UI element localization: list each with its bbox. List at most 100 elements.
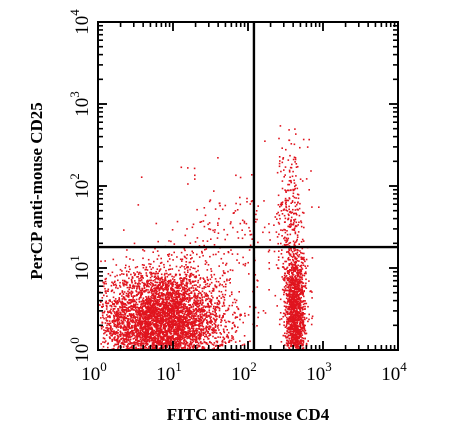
data-point-pop-0 bbox=[135, 310, 137, 312]
data-point-pop-0 bbox=[191, 335, 194, 337]
data-point-pop-0 bbox=[179, 266, 182, 269]
data-point-pop-0 bbox=[193, 292, 196, 294]
data-point-pop-0 bbox=[173, 292, 175, 295]
data-point-pop-0 bbox=[171, 327, 174, 329]
data-point-pop-0 bbox=[222, 262, 224, 264]
data-point-pop-0 bbox=[114, 332, 116, 334]
data-point-pop-0 bbox=[173, 324, 176, 326]
data-point-pop-0 bbox=[219, 332, 221, 334]
data-point-pop-0 bbox=[173, 332, 175, 334]
data-point-pop-0 bbox=[198, 337, 200, 339]
data-point-pop-0 bbox=[157, 327, 160, 330]
data-point-pop-0 bbox=[160, 325, 163, 328]
data-point-pop-0 bbox=[215, 332, 218, 334]
data-point-pop-0 bbox=[213, 342, 216, 344]
data-point-pop-0 bbox=[174, 324, 177, 326]
data-point-pop-0 bbox=[110, 290, 113, 293]
data-point-pop-0 bbox=[133, 316, 136, 319]
data-point-pop-0 bbox=[120, 325, 122, 327]
data-point-pop-0 bbox=[181, 286, 184, 288]
data-point-pop-0 bbox=[176, 302, 179, 305]
data-point-pop-0 bbox=[192, 267, 194, 269]
data-point-pop-0 bbox=[141, 306, 144, 308]
data-point-pop-0 bbox=[208, 325, 210, 328]
data-point-pop-0 bbox=[124, 333, 126, 336]
data-point-pop-1 bbox=[293, 254, 295, 257]
data-point-pop-0 bbox=[184, 334, 186, 336]
data-point-pop-0 bbox=[110, 311, 112, 314]
data-point-pop-0 bbox=[166, 314, 169, 317]
data-point-pop-0 bbox=[154, 299, 157, 302]
data-point-pop-0 bbox=[111, 330, 114, 333]
data-point-pop-0 bbox=[182, 343, 185, 345]
data-point-pop-0 bbox=[146, 308, 148, 310]
data-point-pop-0 bbox=[182, 321, 185, 324]
data-point-pop-0 bbox=[179, 336, 181, 338]
data-point-pop-0 bbox=[169, 302, 172, 305]
data-point-pop-0 bbox=[160, 298, 163, 300]
data-point-pop-0 bbox=[183, 324, 185, 326]
data-point-pop-0 bbox=[142, 266, 145, 269]
data-point-pop-0 bbox=[223, 296, 226, 299]
data-point-pop-0 bbox=[172, 308, 175, 310]
data-point-pop-0 bbox=[149, 321, 151, 324]
data-point-pop-0 bbox=[146, 269, 149, 271]
data-point-pop-0 bbox=[138, 300, 141, 303]
data-point-pop-0 bbox=[180, 283, 183, 285]
data-point-pop-0 bbox=[184, 295, 186, 297]
data-point-pop-0 bbox=[175, 338, 177, 341]
data-point-pop-0 bbox=[113, 307, 116, 310]
data-point-pop-0 bbox=[170, 333, 173, 335]
data-point-pop-0 bbox=[148, 315, 150, 317]
data-point-pop-0 bbox=[150, 271, 153, 274]
data-point-pop-0 bbox=[147, 307, 149, 309]
data-point-pop-0 bbox=[123, 279, 126, 282]
data-point-pop-0 bbox=[223, 330, 225, 332]
data-point-pop-0 bbox=[141, 290, 143, 292]
data-point-pop-0 bbox=[210, 322, 212, 324]
data-point-pop-0 bbox=[167, 260, 169, 263]
data-point-pop-0 bbox=[176, 338, 179, 340]
data-point-pop-0 bbox=[195, 302, 198, 305]
data-point-pop-0 bbox=[107, 311, 109, 314]
data-point-pop-0 bbox=[165, 312, 167, 314]
data-point-pop-0 bbox=[142, 316, 144, 319]
data-point-pop-0 bbox=[209, 326, 212, 328]
data-point-pop-0 bbox=[144, 315, 146, 318]
data-point-pop-0 bbox=[144, 339, 146, 341]
data-point-pop-0 bbox=[191, 324, 194, 326]
data-point-pop-0 bbox=[107, 273, 110, 275]
data-point-pop-0 bbox=[239, 340, 241, 342]
data-point-pop-0 bbox=[160, 280, 163, 283]
data-point-pop-0 bbox=[154, 325, 157, 327]
data-point-pop-0 bbox=[163, 339, 165, 341]
data-point-pop-0 bbox=[145, 299, 147, 302]
data-point-pop-0 bbox=[206, 320, 209, 323]
data-point-pop-0 bbox=[207, 297, 210, 299]
data-point-pop-0 bbox=[159, 323, 162, 325]
data-point-pop-0 bbox=[155, 326, 157, 329]
data-point-pop-1 bbox=[296, 309, 298, 311]
data-point-pop-0 bbox=[231, 337, 233, 339]
data-point-pop-0 bbox=[221, 274, 224, 277]
data-point-pop-0 bbox=[173, 251, 175, 254]
data-point-pop-0 bbox=[175, 301, 177, 304]
data-point-pop-0 bbox=[193, 289, 195, 292]
data-point-pop-0 bbox=[166, 300, 168, 303]
data-point-pop-0 bbox=[115, 310, 118, 313]
data-point-pop-0 bbox=[152, 290, 155, 292]
data-point-pop-0 bbox=[177, 308, 179, 311]
data-point-pop-0 bbox=[133, 285, 136, 288]
data-point-pop-0 bbox=[184, 284, 186, 286]
data-point-pop-0 bbox=[196, 344, 198, 346]
data-point-pop-0 bbox=[131, 305, 133, 308]
data-point-pop-0 bbox=[201, 323, 204, 325]
data-point-pop-0 bbox=[178, 311, 180, 314]
data-point-pop-0 bbox=[147, 316, 150, 319]
data-point-pop-0 bbox=[244, 312, 246, 315]
data-point-pop-0 bbox=[237, 308, 240, 311]
data-point-pop-0 bbox=[126, 274, 128, 277]
data-point-pop-0 bbox=[136, 337, 138, 340]
data-point-pop-0 bbox=[130, 305, 132, 308]
data-point-pop-0 bbox=[229, 295, 231, 297]
